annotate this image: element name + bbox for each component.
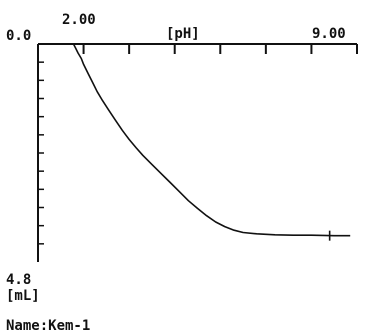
titration-curve	[72, 43, 351, 237]
x-axis-min-label: 2.00	[62, 12, 96, 28]
y-axis-unit-label: [mL]	[6, 288, 40, 304]
x-axis-max-label: 9.00	[312, 26, 346, 42]
series-group	[72, 43, 351, 241]
x-axis-ticks	[37, 44, 358, 54]
y-axis-min-label: 0.0	[6, 28, 31, 44]
y-axis-max-label: 4.8	[6, 272, 31, 288]
y-axis-ticks	[38, 61, 44, 245]
x-axis-label: [pH]	[166, 26, 200, 42]
sample-name: Name:Kem-1	[6, 318, 90, 334]
plot-frame	[37, 43, 357, 262]
